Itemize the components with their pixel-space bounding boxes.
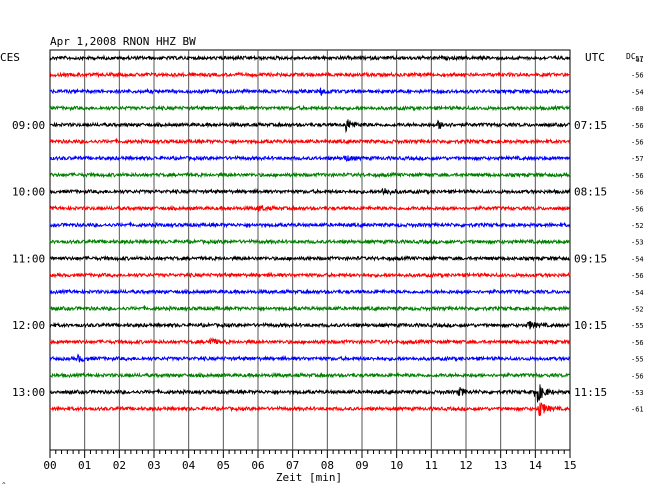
x-tick-label: 02 <box>113 459 126 472</box>
timezone-label-left: CES <box>0 51 20 64</box>
dc-value: -53 <box>631 389 644 397</box>
dc-value: -56 <box>631 189 644 197</box>
trace-row <box>49 104 571 112</box>
x-tick-label: 09 <box>355 459 368 472</box>
dc-value: -56 <box>631 372 644 380</box>
right-time-label: 07:15 <box>574 119 607 132</box>
right-time-label: 10:15 <box>574 319 607 332</box>
trace-row <box>49 119 571 134</box>
trace-row <box>49 137 571 146</box>
x-tick-label: 14 <box>529 459 543 472</box>
trace-row <box>49 254 571 262</box>
dc-value: -56 <box>631 172 644 180</box>
timezone-label-right: UTC <box>585 51 605 64</box>
dc-value: -55 <box>631 356 644 364</box>
trace-row <box>49 304 571 313</box>
x-tick-label: 11 <box>425 459 438 472</box>
dc-value: -61 <box>631 406 644 414</box>
x-tick-label: 10 <box>390 459 403 472</box>
x-tick-label: 06 <box>251 459 264 472</box>
trace-row <box>49 288 571 296</box>
x-tick-label: 05 <box>217 459 230 472</box>
dc-value: -57 <box>631 155 644 163</box>
trace-row <box>49 171 571 179</box>
corner-mark: ^ <box>2 482 6 489</box>
dc-value: -56 <box>631 205 644 213</box>
left-time-label: 13:00 <box>12 386 45 399</box>
x-tick-label: 04 <box>182 459 196 472</box>
dc-value: -56 <box>631 139 644 147</box>
trace-row <box>49 87 571 97</box>
x-tick-label: 13 <box>494 459 507 472</box>
trace-row <box>49 321 571 330</box>
trace-row <box>49 371 571 379</box>
plot-frame <box>49 49 571 451</box>
left-time-label: 10:00 <box>12 186 45 199</box>
x-tick-label: 08 <box>321 459 334 472</box>
x-tick-label: 01 <box>78 459 91 472</box>
dc-value: -60 <box>631 105 644 113</box>
dc-value: -52 <box>631 306 644 314</box>
left-time-label: 09:00 <box>12 119 45 132</box>
trace-row <box>49 154 571 163</box>
trace-row <box>49 336 571 346</box>
x-tick-label: 15 <box>563 459 576 472</box>
dc-value: -52 <box>631 222 644 230</box>
dc-value: -56 <box>631 272 644 280</box>
dc-value: -57 <box>631 55 644 63</box>
dc-header-label: DC <box>626 52 636 61</box>
dc-value: -54 <box>631 289 644 297</box>
x-tick-label: 12 <box>459 459 472 472</box>
right-time-label: 09:15 <box>574 252 607 265</box>
dc-value: -54 <box>631 88 644 96</box>
trace-row <box>49 271 571 279</box>
dc-value: -56 <box>631 339 644 347</box>
trace-row <box>49 353 571 363</box>
trace-row <box>49 384 571 403</box>
dc-value: -53 <box>631 239 644 247</box>
trace-row <box>49 402 571 417</box>
x-tick-label: 03 <box>147 459 160 472</box>
trace-row <box>49 71 571 79</box>
trace-row <box>49 204 571 212</box>
dc-value: -56 <box>631 122 644 130</box>
x-tick-label: 07 <box>286 459 299 472</box>
left-time-label: 11:00 <box>12 252 45 265</box>
right-time-label: 11:15 <box>574 386 607 399</box>
right-time-label: 08:15 <box>574 186 607 199</box>
trace-row <box>49 221 571 229</box>
dc-header-value: 61 <box>636 57 644 64</box>
x-axis-label: Zeit [min] <box>276 471 342 484</box>
trace-row <box>49 54 571 62</box>
trace-row <box>49 187 571 196</box>
left-time-label: 12:00 <box>12 319 45 332</box>
dc-value: -56 <box>631 72 644 80</box>
trace-row <box>49 238 571 246</box>
x-tick-label: 00 <box>43 459 56 472</box>
dc-value: -54 <box>631 255 644 263</box>
dc-value: -55 <box>631 322 644 330</box>
chart-title: Apr 1,2008 RNON HHZ BW <box>50 35 196 48</box>
